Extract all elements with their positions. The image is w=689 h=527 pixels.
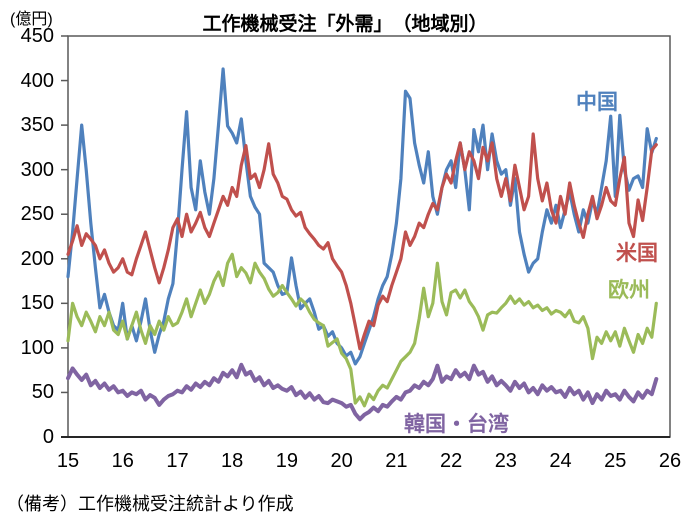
y-axis-unit-label: (億円) (10, 11, 53, 28)
x-tick-label: 20 (330, 450, 353, 472)
x-tick-label: 25 (604, 450, 627, 472)
series-label-korea-taiwan: 韓国・台湾 (404, 413, 509, 436)
y-tick-label: 150 (20, 292, 54, 315)
y-tick-label: 100 (20, 336, 54, 359)
x-tick-label: 21 (385, 450, 408, 472)
x-tick-label: 15 (56, 450, 80, 472)
series-label-europe: 欧州 (608, 279, 650, 302)
x-tick-label: 16 (111, 450, 134, 472)
y-tick-label: 450 (20, 25, 54, 47)
y-tick-label: 50 (31, 381, 54, 404)
y-tick-label: 350 (20, 114, 54, 137)
x-tick-label: 24 (549, 450, 572, 472)
x-tick-label: 18 (221, 450, 244, 472)
series-line-china (66, 67, 658, 366)
x-tick-label: 26 (658, 450, 682, 472)
series-line-usa (66, 132, 658, 351)
x-tick-label: 23 (494, 450, 517, 472)
y-tick-label: 400 (20, 69, 54, 92)
chart-title: 工作機械受注「外需」 （地域別） (202, 14, 488, 35)
series-label-china: 中国 (576, 91, 618, 114)
x-tick-label: 17 (166, 450, 189, 472)
y-tick-label: 300 (20, 158, 54, 181)
series-line-korea-taiwan (66, 362, 659, 422)
series-line-europe (66, 252, 658, 408)
source-note: （備考）工作機械受注統計より作成 (6, 494, 294, 514)
y-tick-label: 0 (42, 426, 54, 448)
y-tick-label: 250 (20, 203, 54, 226)
series-label-usa: 米国 (616, 242, 658, 265)
x-tick-label: 19 (275, 450, 299, 472)
x-tick-label: 22 (439, 450, 463, 472)
y-tick-label: 200 (20, 247, 54, 270)
